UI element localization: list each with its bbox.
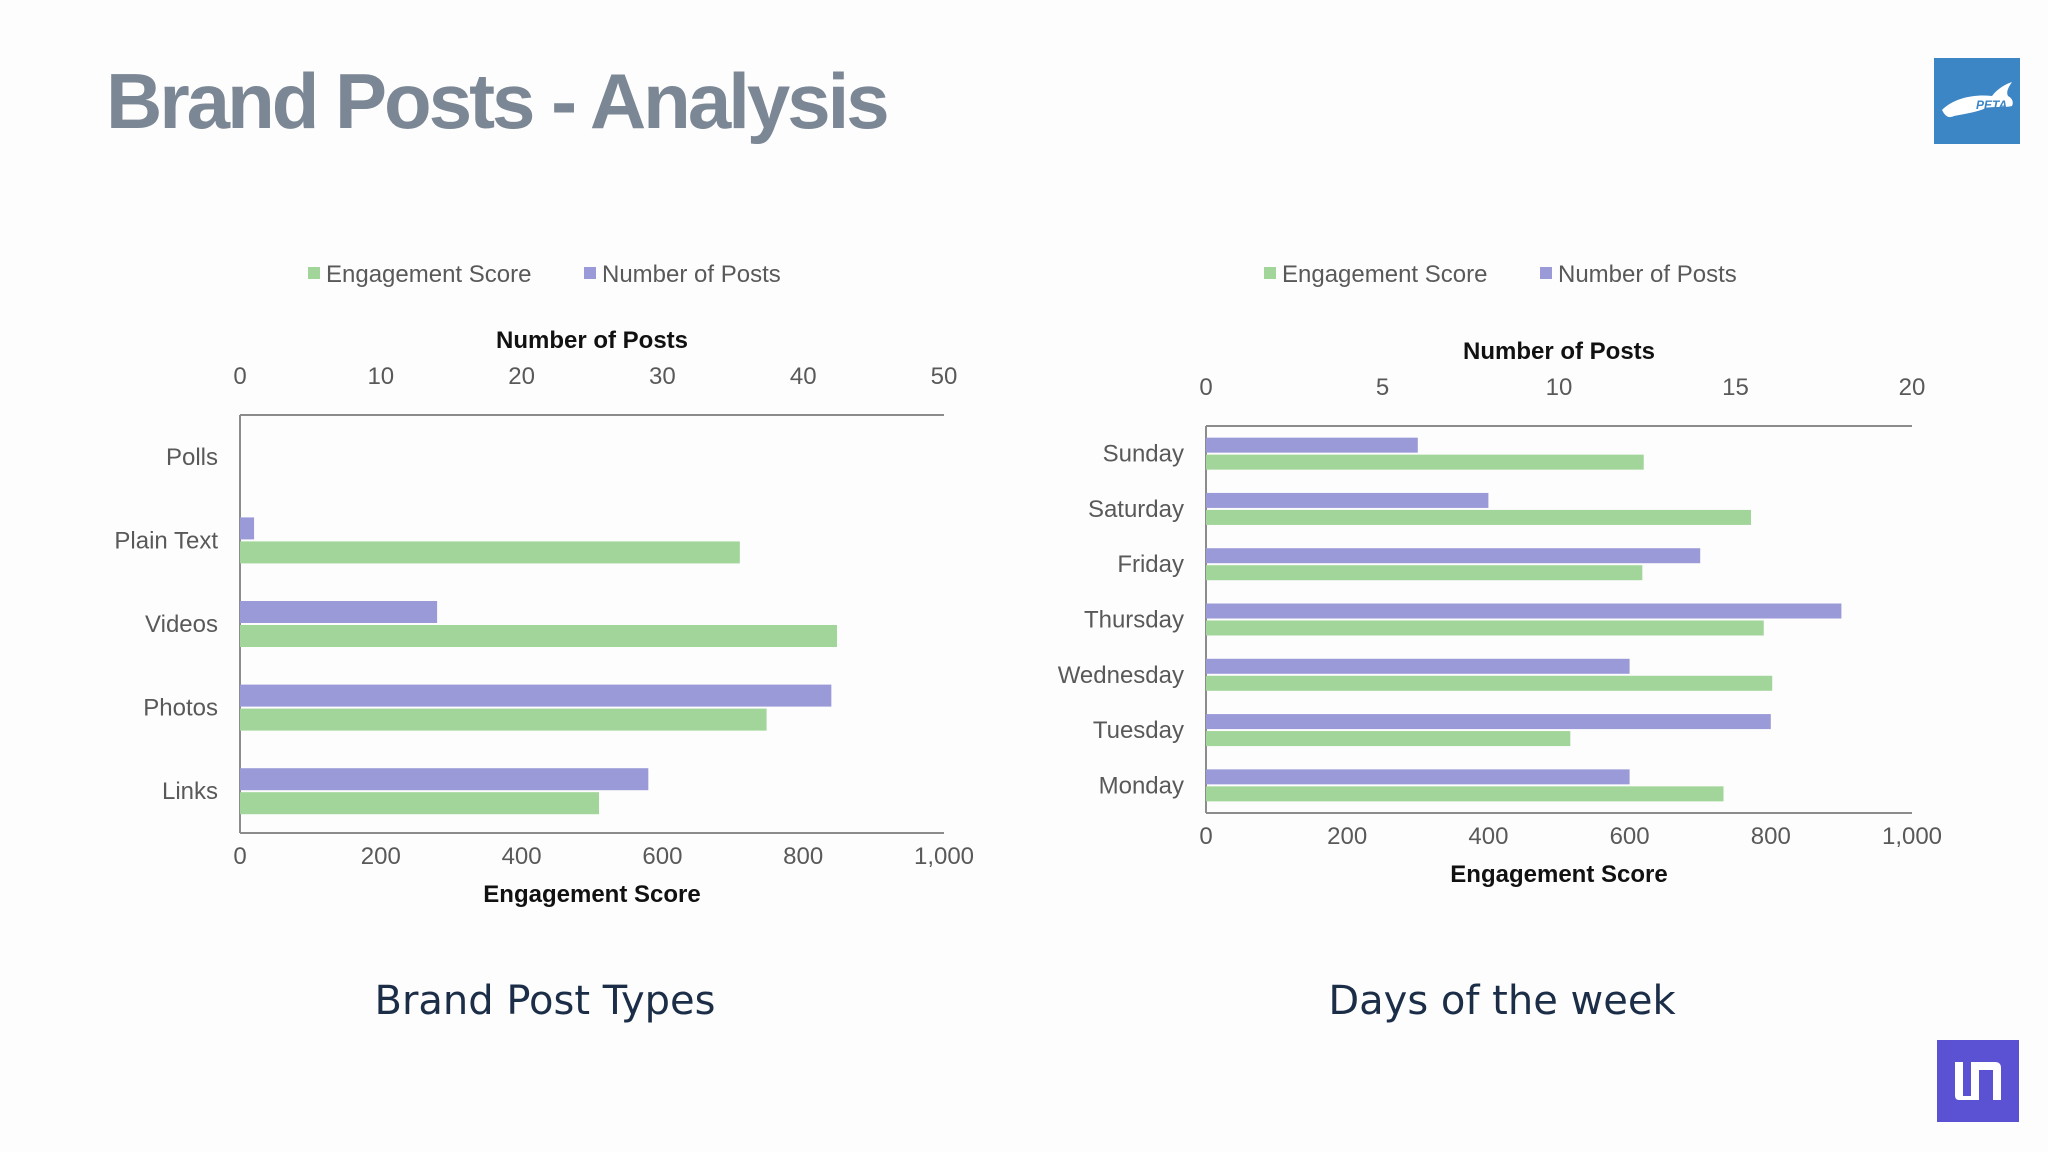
bar-engagement-score	[1206, 731, 1571, 747]
category-label: Monday	[1099, 772, 1184, 799]
bar-engagement-score	[1206, 509, 1752, 525]
category-label: Sunday	[1103, 441, 1184, 468]
bottom-tick-label: 1,000	[914, 843, 974, 870]
category-label: Thursday	[1084, 607, 1184, 634]
category-label: Tuesday	[1093, 717, 1184, 744]
legend-swatch	[1540, 267, 1552, 279]
bottom-tick-label: 200	[361, 843, 401, 870]
bottom-tick-label: 400	[502, 843, 542, 870]
bottom-axis-title: Engagement Score	[1450, 861, 1667, 888]
bar-number-of-posts	[1206, 714, 1771, 730]
bar-number-of-posts	[1206, 437, 1418, 453]
legend-label: Number of Posts	[1558, 261, 1737, 288]
bar-engagement-score	[1206, 620, 1764, 636]
bar-number-of-posts	[240, 517, 255, 540]
top-tick-label: 5	[1376, 374, 1389, 401]
top-tick-label: 0	[233, 363, 246, 390]
category-label: Photos	[143, 695, 218, 722]
rabbit-icon: PETA	[1942, 82, 2013, 118]
bar-number-of-posts	[240, 768, 649, 791]
bottom-tick-label: 800	[1751, 823, 1791, 850]
bar-engagement-score	[240, 541, 740, 564]
bar-engagement-score	[240, 708, 767, 731]
bottom-tick-label: 0	[1199, 823, 1212, 850]
bar-number-of-posts	[1206, 548, 1701, 564]
legend-swatch	[584, 267, 596, 279]
top-tick-label: 10	[1546, 374, 1573, 401]
chart-caption-days: Days of the week	[1328, 978, 1676, 1024]
bar-number-of-posts	[1206, 769, 1630, 785]
category-label: Links	[162, 778, 218, 805]
legend-label: Engagement Score	[1282, 261, 1487, 288]
peta-logo-text: PETA	[1976, 98, 2007, 112]
bottom-tick-label: 400	[1468, 823, 1508, 850]
top-tick-label: 15	[1722, 374, 1749, 401]
bar-engagement-score	[1206, 675, 1773, 691]
bottom-tick-label: 0	[233, 843, 246, 870]
chart-caption-post-types: Brand Post Types	[374, 978, 716, 1024]
brand-mark-icon	[1955, 1062, 2001, 1100]
bar-number-of-posts	[240, 601, 438, 623]
category-label: Saturday	[1088, 496, 1184, 523]
bar-number-of-posts	[240, 684, 832, 707]
bar-number-of-posts	[1206, 603, 1842, 619]
top-tick-label: 10	[367, 363, 394, 390]
category-label: Friday	[1117, 551, 1184, 578]
category-label: Polls	[166, 444, 218, 471]
slide-title: Brand Posts - Analysis	[106, 57, 890, 145]
brand-logo	[1937, 1040, 2019, 1122]
top-axis-title: Number of Posts	[1463, 338, 1655, 365]
bottom-tick-label: 600	[1610, 823, 1650, 850]
legend-swatch	[308, 267, 320, 279]
legend-swatch	[1264, 267, 1276, 279]
bar-number-of-posts	[1206, 492, 1489, 508]
legend-label: Number of Posts	[602, 261, 781, 288]
category-label: Wednesday	[1058, 662, 1184, 689]
top-tick-label: 20	[508, 363, 535, 390]
bar-engagement-score	[240, 625, 837, 647]
bottom-axis-title: Engagement Score	[483, 881, 700, 908]
top-tick-label: 0	[1199, 374, 1212, 401]
bar-engagement-score	[1206, 565, 1643, 581]
bottom-tick-label: 200	[1327, 823, 1367, 850]
legend-label: Engagement Score	[326, 261, 531, 288]
top-axis-title: Number of Posts	[496, 327, 688, 354]
top-tick-label: 20	[1899, 374, 1926, 401]
bar-engagement-score	[1206, 454, 1644, 470]
top-tick-label: 40	[790, 363, 817, 390]
bar-engagement-score	[1206, 786, 1724, 802]
top-tick-label: 50	[931, 363, 958, 390]
peta-logo: PETA	[1934, 58, 2020, 144]
bottom-tick-label: 600	[642, 843, 682, 870]
chart-brand-post-types: Engagement Score Number of Posts 0 10 20 30 40…	[114, 261, 974, 908]
bottom-tick-label: 1,000	[1882, 823, 1942, 850]
top-tick-label: 30	[649, 363, 676, 390]
bar-engagement-score	[240, 792, 600, 815]
bar-number-of-posts	[1206, 658, 1630, 674]
category-label: Videos	[145, 611, 218, 638]
bottom-tick-label: 800	[783, 843, 823, 870]
category-label: Plain Text	[114, 527, 218, 554]
